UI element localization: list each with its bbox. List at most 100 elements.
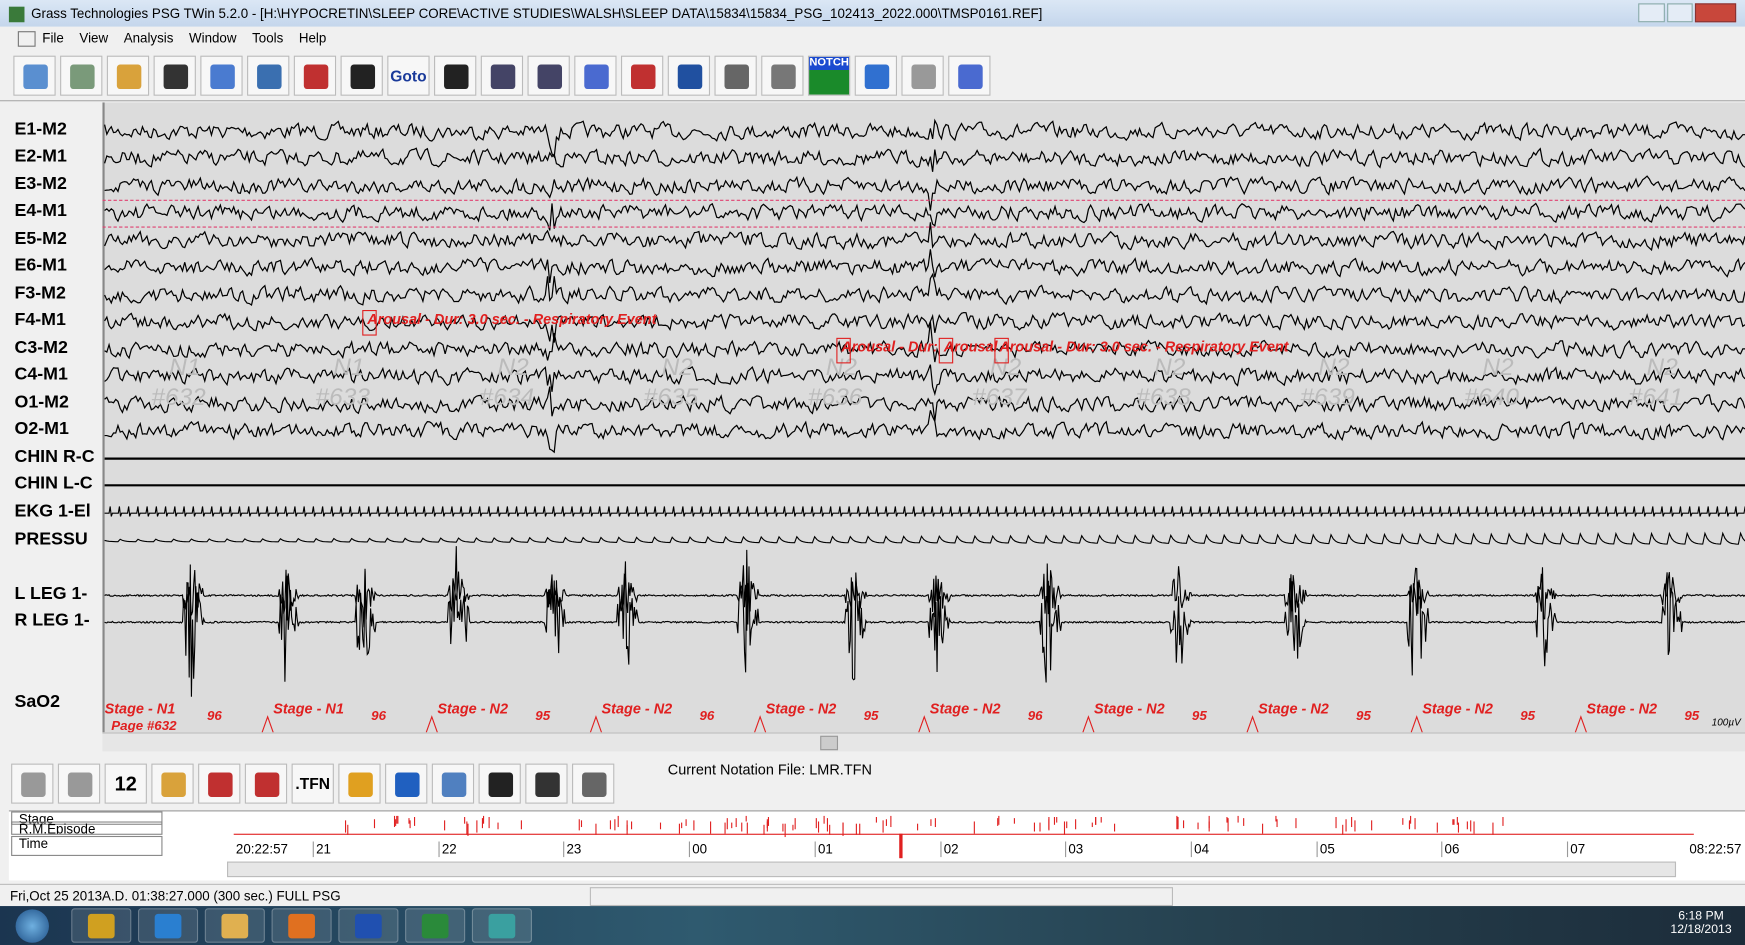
stage-label[interactable]: Stage - N2 bbox=[1422, 701, 1493, 717]
toolbar-button[interactable] bbox=[948, 55, 991, 96]
eeg-trace bbox=[104, 249, 1745, 284]
start-button[interactable] bbox=[15, 909, 49, 943]
annotation[interactable]: Arousal - Dur: 3.0 sec. - Respiratory Ev… bbox=[998, 340, 1289, 356]
event-tick bbox=[681, 822, 683, 829]
event-tick bbox=[792, 824, 794, 831]
event-tick bbox=[1177, 820, 1179, 830]
stage-label[interactable]: Stage - N2 bbox=[1586, 701, 1657, 717]
toolbar-button[interactable] bbox=[901, 55, 944, 96]
bottom-button[interactable]: .TFN bbox=[291, 763, 334, 804]
event-tick bbox=[1371, 820, 1373, 831]
bottom-button[interactable] bbox=[151, 763, 194, 804]
stage-label[interactable]: Stage - N2 bbox=[437, 701, 508, 717]
menu-item[interactable]: Analysis bbox=[123, 30, 174, 46]
toolbar-button[interactable] bbox=[153, 55, 196, 96]
scroll-thumb[interactable] bbox=[820, 735, 839, 751]
menu-item[interactable]: Window bbox=[189, 30, 237, 46]
bottom-button[interactable] bbox=[198, 763, 241, 804]
toolbar-button[interactable] bbox=[480, 55, 524, 96]
toolbar-button[interactable]: NOTCH bbox=[807, 55, 851, 96]
menu-item[interactable]: View bbox=[79, 30, 109, 46]
toolbar-button[interactable] bbox=[667, 55, 711, 96]
toolbar-button[interactable] bbox=[714, 55, 757, 96]
toolbar-button[interactable] bbox=[13, 55, 56, 96]
event-tick bbox=[842, 822, 844, 831]
close-button[interactable] bbox=[1695, 3, 1737, 23]
bottom-button[interactable] bbox=[525, 763, 568, 804]
bottom-button[interactable]: 12 bbox=[104, 763, 147, 804]
toolbar-button[interactable] bbox=[574, 55, 617, 96]
minimize-button[interactable] bbox=[1638, 3, 1665, 23]
taskbar-app[interactable] bbox=[471, 908, 532, 943]
event-tick bbox=[609, 820, 611, 830]
toolbar-button[interactable] bbox=[761, 55, 804, 96]
stage-label[interactable]: Stage - N2 bbox=[1258, 701, 1329, 717]
event-tick bbox=[1453, 819, 1455, 825]
maximize-button[interactable] bbox=[1666, 3, 1694, 23]
event-tick bbox=[693, 820, 695, 831]
toolbar-button[interactable] bbox=[854, 55, 897, 96]
stage-marker bbox=[1082, 715, 1095, 733]
event-tick bbox=[741, 822, 743, 832]
event-tick bbox=[580, 820, 583, 828]
stage-label[interactable]: Stage - N2 bbox=[766, 701, 837, 717]
bottom-button[interactable] bbox=[11, 763, 54, 804]
toolbar-button[interactable] bbox=[527, 55, 570, 96]
channel-labels: E1-M2 E2-M1 E3-M2 E4-M1 E5-M2 E6-M1 F3-M2 F4-M1… bbox=[8, 102, 103, 737]
toolbar-button[interactable] bbox=[434, 55, 477, 96]
event-tick bbox=[1354, 820, 1356, 832]
sao2-value: 95 bbox=[1356, 708, 1371, 723]
event-tick bbox=[1100, 817, 1102, 823]
toolbar-button[interactable] bbox=[293, 55, 337, 96]
toolbar-button[interactable] bbox=[340, 55, 383, 96]
bottom-button[interactable] bbox=[478, 763, 521, 804]
event-tick bbox=[397, 815, 399, 824]
event-tick bbox=[408, 818, 410, 824]
timeline-hour: 01 bbox=[814, 841, 833, 858]
stage-label[interactable]: Stage - N2 bbox=[1094, 701, 1165, 717]
annotation[interactable]: Arousal - Dur: bbox=[840, 340, 938, 356]
annotation[interactable]: Arousal bbox=[943, 340, 999, 356]
bottom-button[interactable] bbox=[385, 763, 428, 804]
toolbar-button[interactable] bbox=[247, 55, 290, 96]
bottom-button[interactable] bbox=[572, 763, 615, 804]
epoch-watermark-number: #635 bbox=[644, 384, 699, 411]
bottom-button[interactable] bbox=[244, 763, 288, 804]
taskbar-app[interactable] bbox=[137, 908, 199, 943]
event-tick bbox=[466, 821, 468, 835]
toolbar-button[interactable]: Goto bbox=[387, 55, 430, 96]
stage-label[interactable]: Stage - N2 bbox=[602, 701, 673, 717]
stage-label[interactable]: Stage - N1 bbox=[105, 701, 176, 717]
bottom-button[interactable] bbox=[431, 763, 475, 804]
menu-item[interactable]: File bbox=[42, 30, 64, 46]
eeg-trace bbox=[104, 386, 1745, 422]
stage-label[interactable]: Stage - N1 bbox=[273, 701, 344, 717]
bottom-button[interactable] bbox=[338, 763, 381, 804]
horizontal-scrollbar[interactable] bbox=[102, 732, 1745, 752]
epoch-watermark-stage: N2 bbox=[1482, 354, 1514, 381]
epoch-watermark-stage: N2 bbox=[662, 354, 694, 381]
bottom-button[interactable] bbox=[57, 763, 101, 804]
taskbar-app[interactable] bbox=[204, 908, 265, 943]
toolbar-button[interactable] bbox=[620, 55, 664, 96]
timeline-hour: 04 bbox=[1190, 841, 1209, 858]
toolbar-button[interactable] bbox=[106, 55, 150, 96]
timeline-scrollbar[interactable] bbox=[227, 861, 1677, 878]
status-text: Fri,Oct 25 2013A.D. 01:38:27.000 (300 se… bbox=[10, 888, 341, 904]
stage-marker bbox=[754, 715, 767, 733]
menu-item[interactable]: Tools bbox=[252, 30, 284, 46]
signal-plot: N1 #632 Stage - N1 96 N1 #633 Stage - N1 96 N2 #6… bbox=[102, 102, 1745, 733]
event-tick bbox=[1466, 821, 1468, 830]
toolbar-button[interactable] bbox=[60, 55, 103, 96]
taskbar-app[interactable] bbox=[405, 908, 466, 943]
taskbar-app[interactable] bbox=[338, 908, 399, 943]
taskbar-app[interactable] bbox=[271, 908, 332, 943]
taskbar-app[interactable] bbox=[71, 908, 132, 943]
toolbar-button[interactable] bbox=[200, 55, 243, 96]
annotation[interactable]: Arousal - Dur: 3.0 sec. - Respiratory Ev… bbox=[366, 312, 657, 328]
toolbar-icon bbox=[350, 64, 376, 90]
event-tick bbox=[344, 820, 347, 833]
stage-label[interactable]: Stage - N2 bbox=[930, 701, 1001, 717]
event-tick bbox=[1039, 822, 1041, 832]
menu-item[interactable]: Help bbox=[298, 30, 327, 46]
